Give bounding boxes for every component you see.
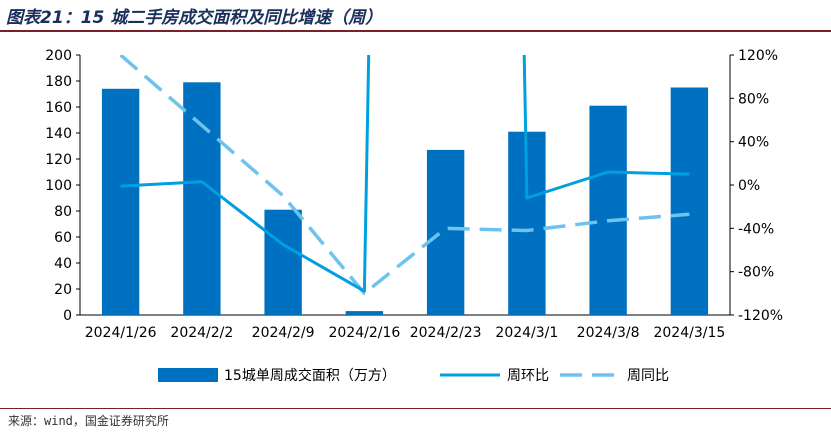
- x-tick-label: 2024/2/16: [328, 325, 400, 341]
- bar: [345, 311, 384, 315]
- bar: [589, 105, 627, 315]
- x-tick-label: 2024/3/1: [495, 325, 558, 341]
- y-left-tick-label: 200: [45, 48, 72, 64]
- bar: [670, 87, 709, 315]
- y-right-tick-label: -80%: [738, 265, 774, 281]
- source-note: 来源：wind，国金证券研究所: [8, 414, 169, 428]
- x-tick-label: 2024/2/23: [410, 325, 482, 341]
- y-left-tick-label: 80: [54, 204, 72, 220]
- y-right-tick-label: 120%: [738, 48, 778, 64]
- y-left-tick-label: 180: [45, 74, 72, 90]
- y-left-tick-label: 40: [54, 256, 72, 272]
- footer-divider: [0, 408, 831, 409]
- series-line-yoy: [119, 55, 690, 296]
- x-tick-label: 2024/2/9: [252, 325, 315, 341]
- y-right-tick-label: 40%: [738, 135, 769, 151]
- bar: [426, 149, 465, 315]
- x-tick-label: 2024/1/26: [85, 325, 157, 341]
- bar: [264, 209, 302, 315]
- legend-swatch-bar: [158, 368, 218, 382]
- y-left-tick-label: 140: [45, 126, 72, 142]
- y-left-tick-label: 60: [54, 230, 72, 246]
- y-left-tick-label: 100: [45, 178, 72, 194]
- y-right-tick-label: -40%: [738, 221, 774, 237]
- x-tick-label: 2024/3/8: [577, 325, 640, 341]
- bar: [101, 88, 140, 315]
- y-left-tick-label: 120: [45, 152, 72, 168]
- y-left-tick-label: 160: [45, 100, 72, 116]
- chart: 0 20 40 60 80 100 120 140 160 180 200 -120% -80% -40%…: [45, 48, 783, 384]
- legend-label-yoy: 周同比: [627, 368, 669, 384]
- y-right-tick-label: 80%: [738, 91, 769, 107]
- chart-title: 图表21：15 城二手房成交面积及同比增速（周）: [6, 8, 383, 28]
- legend-label-bar: 15城单周成交面积（万方）: [224, 367, 396, 384]
- legend-label-mom: 周环比: [507, 368, 549, 384]
- y-right-tick-label: 0%: [738, 178, 760, 194]
- series-line-mom: [120, 55, 690, 293]
- y-left-tick-label: 20: [54, 282, 72, 298]
- x-tick-label: 2024/2/2: [170, 325, 233, 341]
- x-tick-label: 2024/3/15: [653, 325, 725, 341]
- bar: [183, 82, 221, 315]
- y-left-tick-label: 0: [63, 308, 72, 324]
- y-right-tick-label: -120%: [738, 308, 783, 324]
- title-divider: [0, 30, 831, 32]
